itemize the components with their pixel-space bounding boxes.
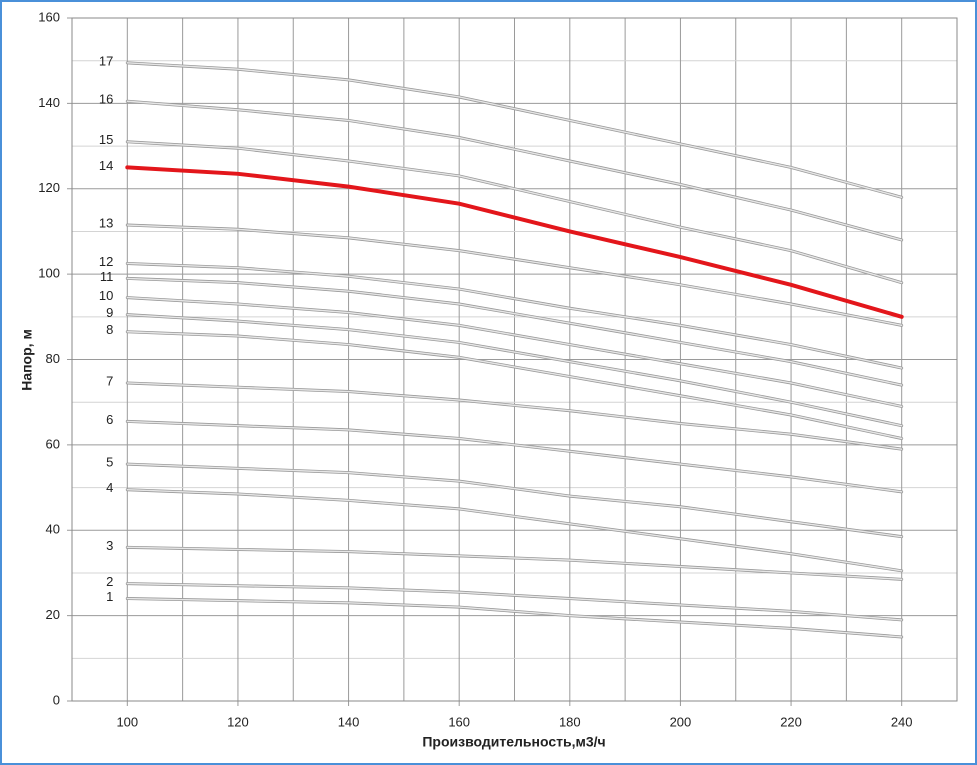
y-tick-label: 160: [38, 9, 60, 24]
series-label: 11: [100, 269, 114, 284]
x-tick-label: 240: [891, 714, 913, 729]
series-label: 2: [106, 574, 113, 589]
series-line: [126, 62, 903, 198]
y-tick-label: 140: [38, 95, 60, 110]
series-line: [126, 331, 903, 440]
y-tick-label: 20: [46, 607, 60, 622]
y-tick-label: 120: [38, 180, 60, 195]
series-line: [126, 262, 903, 369]
series-label: 8: [106, 322, 113, 337]
plot-frame: [71, 17, 958, 702]
series-label: 12: [99, 254, 113, 269]
y-tick-label: 0: [53, 692, 60, 707]
x-tick-label: 160: [448, 714, 470, 729]
series-line: [126, 296, 903, 408]
series-label: 17: [99, 53, 113, 68]
series-label: 10: [99, 288, 113, 303]
series-line: [126, 224, 903, 327]
series-line: [126, 420, 903, 493]
x-tick-label: 120: [227, 714, 249, 729]
series-line: [126, 277, 903, 386]
x-tick-label: 200: [670, 714, 692, 729]
y-tick-label: 100: [38, 266, 60, 281]
series-line: [126, 463, 903, 538]
series-label: 7: [106, 373, 113, 388]
series-line: [125, 165, 904, 319]
series-label: 4: [106, 480, 113, 495]
x-tick-label: 220: [780, 714, 802, 729]
x-tick-label: 140: [338, 714, 360, 729]
series-line: [126, 141, 903, 284]
series-label: 6: [106, 412, 113, 427]
series-line: [126, 546, 903, 581]
series-label: 14: [99, 158, 113, 173]
series-label: 16: [99, 92, 113, 107]
series-label: 1: [106, 589, 113, 604]
series-label: 13: [99, 215, 113, 230]
series-line: [126, 582, 903, 621]
x-tick-label: 100: [116, 714, 138, 729]
y-tick-label: 40: [46, 522, 60, 537]
y-tick-label: 60: [46, 436, 60, 451]
series-line: [126, 100, 903, 241]
x-axis-label: Производительность,м3/ч: [422, 734, 605, 750]
series-line: [126, 313, 903, 427]
series-label: 3: [106, 538, 113, 553]
series-label: 5: [106, 455, 113, 470]
series-line: [126, 597, 903, 638]
series-line: [126, 488, 903, 572]
series-line: [126, 382, 903, 450]
x-tick-label: 180: [559, 714, 581, 729]
series-label: 15: [99, 132, 113, 147]
series-label: 9: [106, 305, 113, 320]
y-tick-label: 80: [46, 351, 60, 366]
y-axis-label: Напор, м: [19, 329, 35, 391]
